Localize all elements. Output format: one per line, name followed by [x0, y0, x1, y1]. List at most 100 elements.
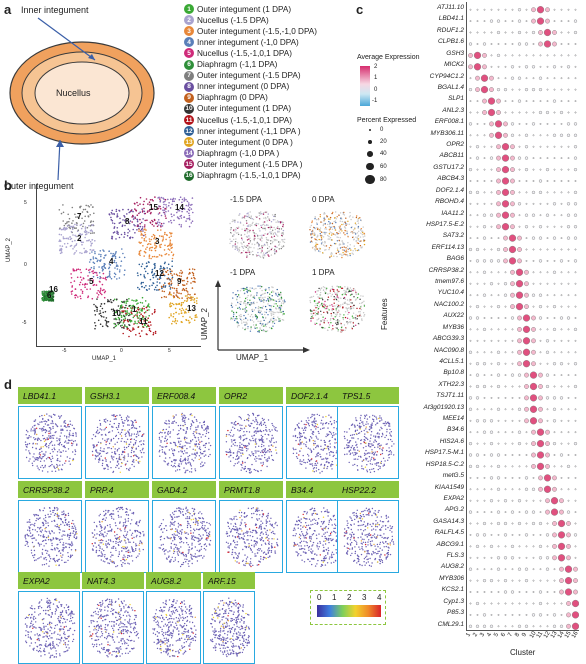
feature-cell-point	[173, 464, 175, 467]
stage-cell-point	[262, 305, 264, 307]
dotplot-dot	[517, 258, 522, 264]
feature-cell-point	[139, 430, 141, 432]
stage-cell-point	[356, 238, 359, 240]
feature-cell-point	[165, 445, 168, 448]
feature-cell-point	[182, 460, 184, 462]
stage-cell-point	[277, 225, 279, 228]
dotplot-dot	[545, 350, 550, 354]
stage-cell-point	[249, 229, 251, 232]
dotplot-dot	[469, 214, 472, 217]
stage-cell-point	[320, 287, 322, 290]
stage-cell-point	[262, 252, 265, 254]
dotplot-dot	[532, 157, 535, 160]
feature-cell-point	[101, 464, 104, 467]
umap-cell-point	[123, 256, 126, 259]
feature-cell-point	[179, 469, 181, 471]
feature-cell-point	[38, 469, 40, 471]
avg-tick-1: 1	[374, 75, 378, 81]
dotplot-dot	[469, 522, 472, 525]
dotplot-dot	[476, 180, 479, 182]
dotplot-dot	[497, 317, 500, 319]
umap-cell-point	[120, 314, 123, 317]
umap-cell-point	[180, 304, 183, 307]
umap-cell-point	[126, 234, 129, 237]
dotplot-dot	[531, 429, 536, 435]
dotplot-dot	[497, 271, 500, 274]
dotplot-dot	[496, 167, 501, 173]
dotplot-dot	[531, 452, 536, 458]
feature-cell-point	[106, 440, 108, 442]
umap-cell-point	[184, 310, 186, 313]
feature-cell-point	[75, 435, 77, 437]
umap-cell-point	[136, 224, 139, 226]
stage-cell-point	[234, 219, 236, 221]
feature-cell-point	[45, 439, 47, 441]
feature-cell-point	[110, 455, 113, 457]
stage-cell-point	[229, 222, 231, 225]
umap-cell-point	[152, 200, 154, 202]
dotplot-dot	[574, 65, 577, 68]
dotplot-dot	[539, 362, 542, 365]
feature-cell-point	[136, 436, 138, 438]
stage-cell-point	[261, 224, 264, 226]
dotplot-dot	[503, 282, 508, 286]
feature-cell-point	[105, 452, 108, 455]
dotplot-dot	[525, 180, 528, 182]
feature-cell-point	[178, 463, 180, 465]
feature-cell-point	[37, 439, 39, 442]
feature-cell-point	[196, 451, 198, 454]
feature-cell-point	[42, 455, 45, 458]
gene-label: IAA11.2	[441, 209, 464, 217]
dotplot-dot	[546, 180, 549, 182]
dotplot-dot	[490, 556, 493, 559]
stage-cell-point	[361, 233, 364, 236]
dotplot-dot	[574, 465, 577, 468]
umap-cell-point	[141, 330, 143, 332]
feature-cell-point	[192, 460, 195, 462]
dotplot-dot	[497, 43, 500, 45]
umap-cell-point	[176, 292, 178, 294]
gene-label: ERF114.13	[431, 243, 464, 251]
dotplot-dot	[566, 521, 571, 526]
dotplot-dot	[529, 417, 538, 425]
cluster-axis-label: Cluster	[510, 648, 536, 657]
stage-cell-point	[248, 290, 250, 292]
dotplot-dot	[545, 441, 550, 446]
umap-cell-point	[104, 277, 106, 280]
dotplot-dot	[524, 213, 529, 217]
umap-cell-point	[181, 198, 184, 201]
stage-cell-point	[323, 311, 325, 314]
dotplot-dot	[518, 54, 521, 57]
stage-cell-point	[229, 238, 231, 240]
stage-cell-point	[352, 312, 355, 314]
feature-cell-point	[200, 465, 202, 468]
dotplot-dot	[501, 166, 510, 174]
stage-cell-point	[282, 241, 284, 243]
dotplot-dot	[482, 430, 487, 434]
stage-cell-point	[267, 239, 270, 241]
stage-cell-point	[259, 327, 261, 329]
feature-cell-point	[41, 427, 43, 429]
umap-cell-point	[121, 326, 123, 329]
umap-cell-point	[94, 327, 96, 330]
feature-cell-point	[68, 436, 70, 438]
dotplot-dot	[539, 282, 542, 285]
umap-cell-point	[120, 265, 122, 267]
stage-cell-point	[318, 250, 320, 252]
stage-cell-point	[326, 215, 328, 217]
umap-cell-point	[64, 237, 66, 240]
stage-cell-point	[333, 298, 335, 301]
dotplot-dot	[552, 41, 557, 47]
umap-cell-point	[116, 230, 118, 233]
stage-cell-point	[331, 228, 334, 230]
stage-cell-point	[282, 302, 285, 305]
stage-cell-point	[248, 246, 250, 248]
stage-cell-point	[269, 231, 271, 233]
stage-cell-point	[327, 234, 329, 237]
stage-cell-point	[235, 232, 238, 234]
umap-cell-point	[145, 326, 148, 328]
dotplot-dot	[553, 465, 556, 468]
umap-cell-point	[177, 210, 179, 212]
stage-cell-point	[269, 320, 271, 322]
feature-cell-point	[138, 462, 140, 464]
